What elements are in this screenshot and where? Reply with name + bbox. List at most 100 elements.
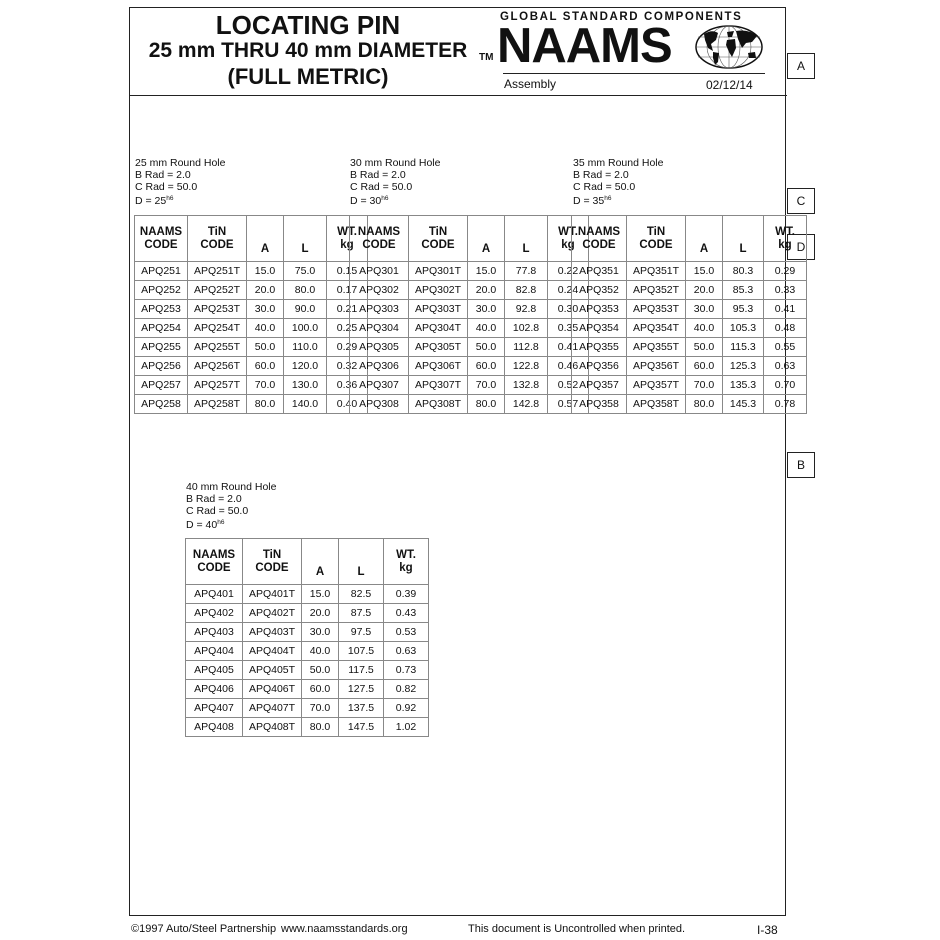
tin-code: APQ301T [408,261,468,281]
naams-code: APQ303 [349,299,409,319]
column-header-line2: CODE [421,238,455,251]
dim-l: 110.0 [283,337,327,357]
naams-code: APQ407 [185,698,243,718]
spec-b-rad: B Rad = 2.0 [350,169,406,181]
column-header: A [467,215,505,262]
tin-code: APQ305T [408,337,468,357]
side-tab-a[interactable]: A [787,53,815,79]
naams-code: APQ306 [349,356,409,376]
tin-code: APQ353T [626,299,686,319]
logo-divider [503,73,765,74]
tin-code: APQ354T [626,318,686,338]
tin-code: APQ403T [242,622,302,642]
dim-a: 15.0 [685,261,723,281]
weight: 0.82 [383,679,429,699]
naams-code: APQ305 [349,337,409,357]
table-row: APQ302 APQ302T 20.0 82.8 0.24 [349,280,589,300]
category-label: Assembly [504,77,557,91]
naams-code: APQ257 [134,375,188,395]
column-header: WT. kg [383,538,429,585]
table-row: APQ256 APQ256T 60.0 120.0 0.32 [134,356,368,376]
tin-code: APQ258T [187,394,247,414]
spec-diameter: D = 35h6 [573,193,663,207]
tin-code: APQ257T [187,375,247,395]
header-divider [129,95,787,96]
spec-b-rad: B Rad = 2.0 [186,493,242,505]
dim-a: 80.0 [467,394,505,414]
footer-website[interactable]: www.naamsstandards.org [281,923,408,935]
dim-l: 132.8 [504,375,548,395]
column-header: NAAMS CODE [185,538,243,585]
part-table: NAAMS CODE TiN CODE A L WT. kg APQ351 APQ351T 15.0… [571,215,807,414]
column-header-line1: NAAMS [139,225,183,238]
dim-a: 15.0 [246,261,284,281]
dim-a: 70.0 [685,375,723,395]
naams-code: APQ353 [571,299,627,319]
dim-l: 80.0 [283,280,327,300]
dim-l: 80.3 [722,261,764,281]
table-row: APQ403 APQ403T 30.0 97.5 0.53 [185,622,429,642]
dim-a: 60.0 [301,679,339,699]
column-header-line2: CODE [362,238,396,251]
dim-l: 102.8 [504,318,548,338]
column-header: L [338,538,384,585]
diameter-value: D = 40 [186,519,218,531]
weight: 1.02 [383,717,429,737]
dim-l: 145.3 [722,394,764,414]
column-header: L [283,215,327,262]
footer-notice: This document is Uncontrolled when print… [468,923,686,935]
column-header-line1: TiN [428,225,448,238]
naams-code: APQ351 [571,261,627,281]
naams-code: APQ357 [571,375,627,395]
table-row: APQ254 APQ254T 40.0 100.0 0.25 [134,318,368,338]
column-header-line2: kg [399,561,413,574]
column-header-line2: A [315,566,325,578]
table-row: APQ406 APQ406T 60.0 127.5 0.82 [185,679,429,699]
dim-a: 40.0 [685,318,723,338]
column-header-line2: L [357,566,365,578]
dim-a: 70.0 [246,375,284,395]
weight: 0.92 [383,698,429,718]
side-tab-c[interactable]: C [787,188,815,214]
side-tab-b[interactable]: B [787,452,815,478]
table-header: NAAMS CODE TiN CODE A L WT. kg [185,538,429,585]
table-row: APQ356 APQ356T 60.0 125.3 0.63 [571,356,807,376]
dim-l: 117.5 [338,660,384,680]
spec-block: 35 mm Round Hole B Rad = 2.0 C Rad = 50.0 D… [573,157,663,207]
title-line-2: 25 mm THRU 40 mm DIAMETER [148,39,468,62]
column-header: L [722,215,764,262]
column-header: A [301,538,339,585]
dim-l: 90.0 [283,299,327,319]
tin-code: APQ356T [626,356,686,376]
dim-a: 80.0 [301,717,339,737]
page-number: I-38 [757,923,778,937]
tin-code: APQ408T [242,717,302,737]
dim-l: 82.8 [504,280,548,300]
column-header-line2: A [481,243,491,255]
table-row: APQ253 APQ253T 30.0 90.0 0.21 [134,299,368,319]
weight: 0.33 [763,280,807,300]
dim-a: 30.0 [685,299,723,319]
table-row: APQ301 APQ301T 15.0 77.8 0.22 [349,261,589,281]
column-header-line2: A [260,243,270,255]
column-header-line2: CODE [197,561,231,574]
brand-tagline: GLOBAL STANDARD COMPONENTS [500,11,743,23]
column-header-line1: NAAMS [577,225,621,238]
part-table: NAAMS CODE TiN CODE A L WT. kg APQ301 APQ301T 15.0… [349,215,589,414]
table-row: APQ257 APQ257T 70.0 130.0 0.36 [134,375,368,395]
brand-logo: NAAMS [497,19,673,73]
naams-code: APQ406 [185,679,243,699]
table-row: APQ405 APQ405T 50.0 117.5 0.73 [185,660,429,680]
table-row: APQ352 APQ352T 20.0 85.3 0.33 [571,280,807,300]
footer-copyright: ©1997 Auto/Steel Partnership [131,923,277,935]
weight: 0.63 [763,356,807,376]
tin-code: APQ303T [408,299,468,319]
dim-a: 20.0 [467,280,505,300]
dim-a: 30.0 [467,299,505,319]
dim-a: 30.0 [301,622,339,642]
tin-code: APQ404T [242,641,302,661]
spec-c-rad: C Rad = 50.0 [350,181,413,193]
table-row: APQ258 APQ258T 80.0 140.0 0.40 [134,394,368,414]
tin-code: APQ307T [408,375,468,395]
dim-a: 60.0 [246,356,284,376]
